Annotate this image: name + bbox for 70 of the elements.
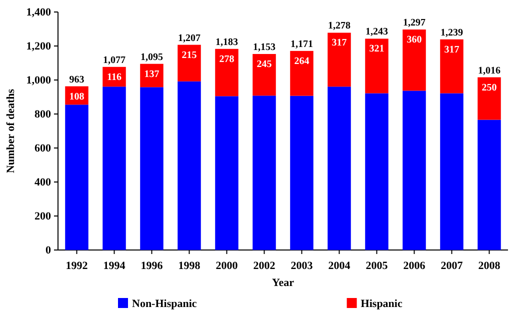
data-label: 317: [444, 44, 460, 56]
y-axis-title: Number of deaths: [5, 88, 17, 174]
total-label: 1,278: [328, 20, 350, 32]
bar: [365, 38, 388, 94]
bar: [290, 50, 314, 96]
data-label: 108: [69, 91, 84, 102]
total-label: 1,016: [478, 65, 500, 76]
total-label: 1,095: [140, 52, 163, 63]
bar: [178, 44, 201, 82]
bar: [252, 54, 276, 96]
x-tick-label: 1994: [103, 260, 126, 272]
bar: [402, 30, 426, 91]
x-tick-label: 2004: [328, 260, 351, 272]
data-label: 245: [256, 58, 272, 70]
legend-label: Hispanic: [360, 298, 402, 310]
total-label: 1,183: [216, 36, 238, 48]
bar: [328, 86, 351, 250]
total-label: 963: [69, 74, 84, 86]
total-label: 1,153: [253, 42, 276, 53]
total-label: 1,207: [178, 32, 200, 44]
bar: [440, 39, 464, 94]
x-tick-label: 2006: [403, 260, 426, 272]
bar: [478, 77, 501, 120]
bar: [215, 96, 238, 250]
data-label: 215: [182, 50, 197, 61]
total-label: 1,239: [440, 27, 463, 38]
bar: [102, 86, 126, 250]
bar: [140, 87, 164, 250]
total-label: 1,077: [103, 54, 126, 66]
data-label: 278: [219, 54, 234, 65]
data-label: 264: [294, 56, 310, 67]
legend-label: Non-Hispanic: [132, 298, 197, 310]
total-label: 1,171: [290, 38, 313, 50]
y-tick-label: 800: [34, 108, 52, 121]
y-tick-label: 1,200: [26, 40, 52, 53]
x-tick-label: 2008: [478, 260, 501, 272]
data-label: 360: [406, 34, 422, 46]
x-tick-label: 2003: [290, 260, 314, 272]
x-axis-title: Year: [272, 277, 294, 289]
y-tick-label: 400: [34, 176, 52, 189]
y-tick-label: 600: [34, 142, 52, 155]
data-label: 317: [332, 38, 347, 49]
x-tick-label: 1998: [178, 260, 201, 272]
x-tick-label: 1996: [140, 260, 164, 272]
y-tick-label: 200: [34, 210, 52, 223]
total-label: 1,243: [366, 26, 388, 38]
total-label: 1,297: [403, 18, 426, 29]
bar: [478, 120, 501, 250]
bar: [440, 93, 464, 250]
data-label: 116: [107, 72, 122, 83]
bar: [140, 64, 164, 88]
y-tick-label: 0: [46, 244, 52, 257]
bar: [65, 104, 88, 250]
bar: [252, 96, 276, 250]
x-tick-label: 2002: [253, 260, 276, 272]
bar: [365, 93, 388, 250]
x-tick-label: 2005: [366, 260, 388, 272]
data-label: 250: [482, 82, 497, 94]
bar: [290, 96, 314, 250]
x-tick-label: 2007: [440, 260, 464, 272]
bar: [215, 48, 238, 96]
x-tick-label: 1992: [66, 260, 88, 272]
y-tick-label: 1,000: [26, 74, 52, 87]
bar: [402, 90, 426, 250]
data-label: 321: [369, 44, 384, 55]
bar: [328, 32, 351, 87]
x-tick-label: 2000: [216, 260, 238, 272]
y-tick-label: 1,400: [26, 6, 52, 19]
data-label: 137: [144, 68, 160, 80]
bar: [178, 81, 201, 250]
